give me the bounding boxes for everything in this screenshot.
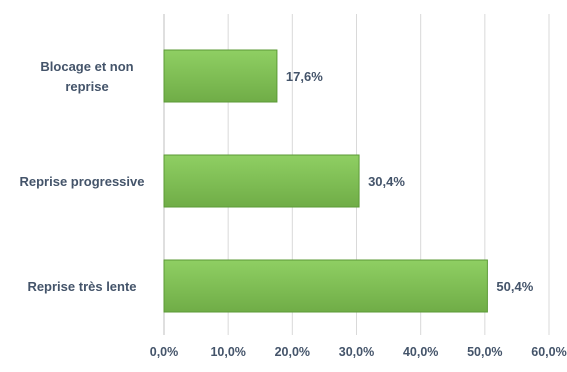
x-tick-label: 10,0% <box>210 345 245 359</box>
category-label: Blocage et non reprise <box>40 59 133 94</box>
x-tick-label: 0,0% <box>150 345 179 359</box>
data-label: 30,4% <box>368 174 405 189</box>
x-axis-tick-labels: 0,0% 10,0% 20,0% 30,0% 40,0% 50,0% 60,0% <box>150 345 567 359</box>
x-tick-label: 50,0% <box>467 345 502 359</box>
bar-2 <box>163 154 360 208</box>
category-labels: Blocage et non reprise Reprise progressive… <box>19 59 144 294</box>
bar-1 <box>163 49 278 103</box>
data-labels: 17,6% 30,4% 50,4% <box>286 69 534 294</box>
category-label: Reprise progressive <box>19 174 144 189</box>
data-label: 17,6% <box>286 69 323 84</box>
category-label: Reprise très lente <box>27 279 136 294</box>
data-label: 50,4% <box>496 279 533 294</box>
x-tick-label: 30,0% <box>339 345 374 359</box>
bar-3 <box>163 259 488 313</box>
bars <box>163 49 488 313</box>
x-tick-label: 20,0% <box>275 345 310 359</box>
x-tick-label: 40,0% <box>403 345 438 359</box>
x-tick-label: 60,0% <box>531 345 566 359</box>
